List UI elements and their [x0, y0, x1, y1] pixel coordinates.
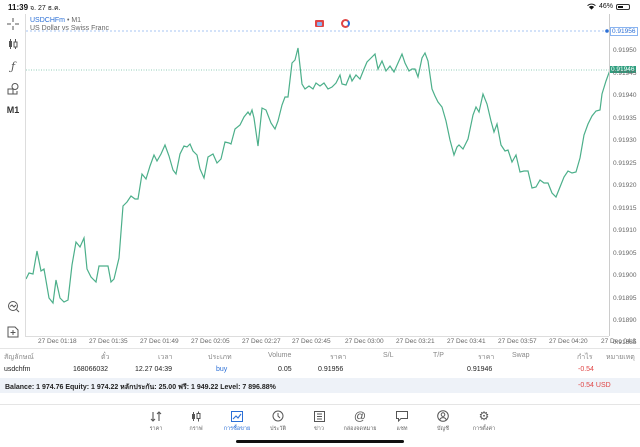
x-tick: 27 Dec 03:00: [345, 338, 384, 345]
bid-price-tag: 0.91956: [610, 27, 638, 36]
depth-of-market-icon[interactable]: [341, 19, 350, 28]
objects-icon[interactable]: [5, 80, 21, 96]
y-tick: 0.91890: [613, 317, 637, 324]
cell-symbol: usdchfm: [4, 366, 31, 373]
function-icon[interactable]: ƒ: [10, 59, 16, 73]
col-symbol[interactable]: สัญลักษณ์: [4, 354, 34, 361]
tab-mailbox[interactable]: @ กล่องจดหมาย: [340, 409, 380, 433]
history-icon: [258, 409, 298, 423]
crosshair-icon[interactable]: [5, 16, 21, 32]
battery-icon: [616, 3, 630, 10]
col-type[interactable]: ประเภท: [208, 354, 232, 361]
bottom-tab-bar: ราคา กราฟ การซื้อขาย ประวัติ ข่าว @ กล่อ…: [0, 404, 640, 447]
col-volume[interactable]: Volume: [268, 352, 292, 359]
x-axis: [25, 336, 609, 337]
chart-header: USDCHFm • M1 US Dollar vs Swiss Franc: [30, 17, 109, 32]
settings-icon: ⚙: [478, 409, 490, 423]
y-tick: 0.91925: [613, 160, 637, 167]
quotes-icon: [136, 409, 176, 423]
col-tp[interactable]: T/P: [433, 352, 444, 359]
col-open-price[interactable]: ราคา: [330, 354, 347, 361]
x-tick: 27 Dec 04:20: [549, 338, 588, 345]
timeframe-button[interactable]: M1: [6, 105, 20, 115]
tab-chart[interactable]: กราฟ: [176, 409, 216, 433]
current-price-tag: 0.91946: [610, 66, 636, 73]
chart-icon: [176, 409, 216, 423]
tab-news[interactable]: ข่าว: [299, 409, 339, 433]
x-tick: 27 Dec 02:05: [191, 338, 230, 345]
status-time: 11:39: [8, 3, 29, 12]
x-tick: 27 Dec 01:49: [140, 338, 179, 345]
x-tick: 27 Dec 03:57: [498, 338, 537, 345]
chart-symbol[interactable]: USDCHFm: [30, 17, 65, 24]
position-row[interactable]: usdchfm 168066032 12.27 04:39 buy 0.05 0…: [0, 363, 640, 377]
trade-icon: [217, 409, 257, 423]
chart-line: [26, 29, 610, 305]
cell-time: 12.27 04:39: [135, 366, 172, 373]
balance-bar: Balance: 1 974.76 Equity: 1 974.22 หลักป…: [0, 378, 640, 393]
positions-table-header: สัญลักษณ์ ตั๋ว เวลา ประเภท Volume ราคา S…: [0, 348, 640, 362]
y-tick: 0.91945: [613, 70, 637, 77]
x-tick: 27 Dec 02:45: [292, 338, 331, 345]
x-tick: 27 Dec 01:35: [89, 338, 128, 345]
account-icon: [423, 409, 463, 423]
y-tick: 0.91920: [613, 182, 637, 189]
col-time[interactable]: เวลา: [158, 354, 173, 361]
tab-settings[interactable]: ⚙ การตั้งค่า: [464, 409, 504, 433]
cell-price: 0.91946: [467, 366, 493, 373]
col-swap[interactable]: Swap: [512, 352, 530, 359]
y-tick: 0.91930: [613, 137, 637, 144]
battery-percent: 46%: [598, 3, 613, 10]
chart-toolbar: ƒ M1: [0, 14, 25, 344]
cell-ticket: 168066032: [73, 366, 109, 373]
chart-timeframe: M1: [71, 17, 82, 24]
y-tick: 0.91910: [613, 227, 637, 234]
tab-quotes[interactable]: ราคา: [136, 409, 176, 433]
total-profit: -0.54 USD: [578, 382, 611, 389]
y-tick: 0.91900: [613, 272, 637, 279]
cell-volume: 0.05: [278, 366, 292, 373]
col-price[interactable]: ราคา: [478, 354, 495, 361]
y-tick: 0.91940: [613, 92, 637, 99]
col-sl[interactable]: S/L: [383, 352, 394, 359]
x-tick: 27 Dec 02:27: [242, 338, 281, 345]
x-tick: 27 Dec 03:21: [396, 338, 435, 345]
y-tick: 0.91935: [613, 115, 637, 122]
zoom-chart-icon[interactable]: [5, 298, 21, 314]
status-bar: 11:39 จ. 27 ธ.ค. 46%: [0, 0, 640, 14]
tab-history[interactable]: ประวัติ: [258, 409, 298, 433]
balance-summary: Balance: 1 974.76 Equity: 1 974.22 หลักป…: [5, 384, 276, 391]
col-comment[interactable]: หมายเหตุ: [606, 354, 635, 361]
new-order-icon[interactable]: [5, 324, 21, 340]
y-tick: 0.91905: [613, 250, 637, 257]
x-tick: 27 Dec 01:18: [38, 338, 77, 345]
tab-chat[interactable]: แชท: [382, 409, 422, 433]
x-tick: 27 Dec 04:3: [601, 338, 637, 345]
status-date: จ. 27 ธ.ค.: [30, 5, 61, 12]
mailbox-icon: @: [353, 409, 367, 423]
status-right: 46%: [587, 3, 630, 10]
col-ticket[interactable]: ตั๋ว: [101, 354, 110, 361]
cell-profit: -0.54: [578, 366, 594, 373]
tab-trade[interactable]: การซื้อขาย: [217, 409, 257, 433]
y-axis: [609, 14, 640, 336]
indicators-icon[interactable]: [5, 36, 21, 52]
cell-open-price: 0.91956: [318, 366, 344, 373]
col-profit[interactable]: กำไร: [577, 354, 593, 361]
chart-description: US Dollar vs Swiss Franc: [30, 25, 109, 32]
home-indicator[interactable]: [236, 440, 404, 443]
y-tick: 0.91885: [613, 339, 637, 346]
cell-type: buy: [216, 366, 228, 373]
x-tick: 27 Dec 03:41: [447, 338, 486, 345]
y-tick: 0.91895: [613, 295, 637, 302]
wifi-icon: [587, 3, 596, 10]
price-chart[interactable]: [25, 14, 610, 336]
trade-panel-icon[interactable]: [315, 20, 324, 27]
tab-account[interactable]: บัญชี: [423, 409, 463, 433]
y-tick: 0.91950: [613, 47, 637, 54]
news-icon: [299, 409, 339, 423]
y-tick: 0.91915: [613, 205, 637, 212]
chat-icon: [382, 409, 422, 423]
